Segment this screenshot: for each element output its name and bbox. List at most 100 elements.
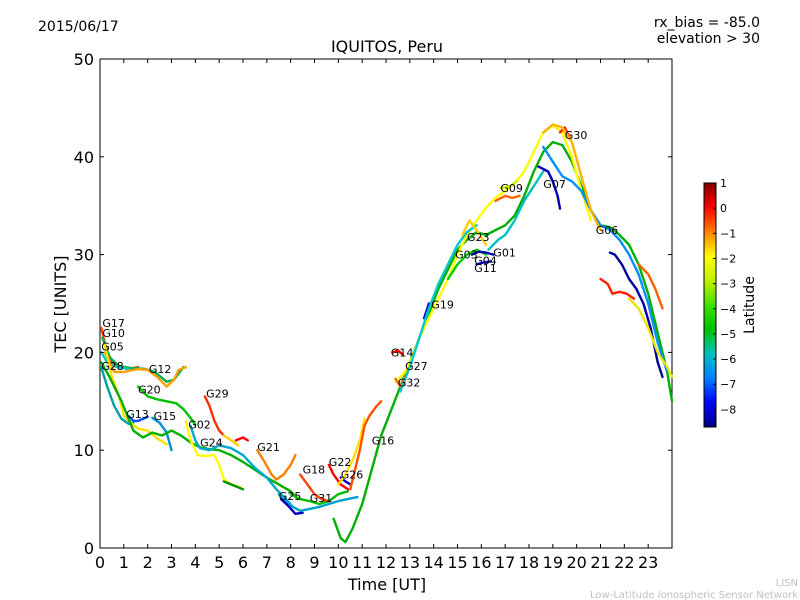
x-tick-label: 1 xyxy=(119,553,129,572)
series-line-g07c xyxy=(542,145,669,374)
footer-network-long: Low-Latitude Ionospheric Sensor Network xyxy=(590,590,798,600)
series-line-g26y xyxy=(337,417,366,486)
series-line-g19c xyxy=(399,224,478,393)
series-line-g07 xyxy=(537,165,562,210)
x-tick-label: 7 xyxy=(262,553,272,572)
prn-label-g18: G18 xyxy=(303,464,326,477)
x-tick-label: 22 xyxy=(614,553,634,572)
series-line-g27 xyxy=(394,124,593,383)
prn-label-g16: G16 xyxy=(372,434,395,447)
series-line-g25b xyxy=(279,497,304,515)
y-tick-label: 0 xyxy=(84,539,94,558)
series-line-g23 xyxy=(461,219,488,247)
x-tick-label: 15 xyxy=(447,553,467,572)
series-line-g24g xyxy=(222,480,245,491)
series-line-g09 xyxy=(494,194,521,203)
footer-network-short: LISN xyxy=(776,578,798,589)
series-line-g11 xyxy=(475,260,493,266)
colorbar-tick-label: −2 xyxy=(720,252,736,265)
y-tick-label: 20 xyxy=(74,343,94,362)
series-line-g01 xyxy=(487,170,545,251)
x-tick-label: 3 xyxy=(166,553,176,572)
prn-label-g09: G09 xyxy=(500,182,523,195)
series-line-g19 xyxy=(422,302,431,320)
x-tick-label: 20 xyxy=(566,553,586,572)
x-axis-label: Time [UT] xyxy=(347,575,426,594)
prn-label-g03: G03 xyxy=(455,249,478,262)
prn-label-g32: G32 xyxy=(398,377,421,390)
colorbar-ticks: 1 0 −1 −2 −3 −4 −5 −6 −7 −8 xyxy=(713,177,736,416)
prn-label-g14: G14 xyxy=(391,346,414,359)
x-tick-label: 13 xyxy=(400,553,420,572)
series-line-g21 xyxy=(256,449,297,481)
prn-label-g01: G01 xyxy=(493,247,516,260)
prn-label-g04: G04 xyxy=(474,254,497,267)
series-line-g31 xyxy=(289,490,350,506)
x-tick-label: 0 xyxy=(95,553,105,572)
x-tick-label: 18 xyxy=(519,553,539,572)
colorbar-tick-label: 0 xyxy=(720,202,727,215)
series-line-g06 xyxy=(608,251,664,379)
x-tick-label: 16 xyxy=(471,553,491,572)
x-tick-label: 9 xyxy=(309,553,319,572)
prn-label-g23: G23 xyxy=(467,231,490,244)
colorbar-tick-label: −8 xyxy=(720,403,736,416)
elevation-label: elevation > 30 xyxy=(657,31,760,47)
prn-label-g20: G20 xyxy=(138,384,161,397)
series-line-g14 xyxy=(392,349,404,356)
prn-label-g25: G25 xyxy=(279,490,302,503)
colorbar-tick-label: 1 xyxy=(720,177,727,190)
x-tick-label: 6 xyxy=(238,553,248,572)
prn-label-g02: G02 xyxy=(188,419,211,432)
series-layer xyxy=(99,123,674,544)
colorbar-tick-label: −4 xyxy=(720,303,736,316)
series-line-g16 xyxy=(349,400,383,491)
y-tick-label: 10 xyxy=(74,441,94,460)
y-tick-label: 40 xyxy=(74,148,94,167)
x-tick-label: 2 xyxy=(143,553,153,572)
colorbar-tick-label: −6 xyxy=(720,353,736,366)
prn-label-g17: G17 xyxy=(102,317,125,330)
prn-label-g28: G28 xyxy=(101,360,124,373)
series-line-g18 xyxy=(299,473,330,503)
y-tick-label: 30 xyxy=(74,246,94,265)
x-tick-label: 14 xyxy=(423,553,443,572)
series-line-g02 xyxy=(189,424,295,509)
prn-label-g29: G29 xyxy=(206,387,229,400)
chart-title: IQUITOS, Peru xyxy=(331,37,443,56)
colorbar: 1 0 −1 −2 −3 −4 −5 −6 −7 −8 Latitude xyxy=(703,177,758,428)
prn-label-g21: G21 xyxy=(257,441,280,454)
prn-label-g11: G11 xyxy=(474,262,497,275)
prn-label-g26: G26 xyxy=(341,469,364,482)
series-line-g15 xyxy=(151,416,173,452)
series-line-g20 xyxy=(136,385,197,426)
x-tick-label: 12 xyxy=(376,553,396,572)
series-line-g22 xyxy=(327,463,350,491)
x-tick-label: 5 xyxy=(214,553,224,572)
x-tick-label: 4 xyxy=(190,553,200,572)
prn-label-g19: G19 xyxy=(431,298,454,311)
prn-label-g22: G22 xyxy=(329,456,352,469)
series-line-g06r xyxy=(599,277,636,300)
prn-label-g31: G31 xyxy=(310,492,333,505)
prn-label-g07: G07 xyxy=(543,178,566,191)
series-line-g29y xyxy=(222,434,240,447)
prn-label-g30: G30 xyxy=(565,129,588,142)
x-tick-label: 8 xyxy=(286,553,296,572)
series-line-g16b xyxy=(332,140,674,544)
prn-label-g12: G12 xyxy=(149,363,172,376)
prn-label-g27: G27 xyxy=(405,360,428,373)
series-line-g06y xyxy=(627,297,674,379)
prn-label-g10: G10 xyxy=(102,327,125,340)
date-label: 2015/06/17 xyxy=(38,19,119,35)
series-line-g13 xyxy=(127,414,149,423)
x-tick-label: 11 xyxy=(352,553,372,572)
y-tick-label: 50 xyxy=(74,50,94,69)
x-tick-label: 21 xyxy=(590,553,610,572)
rx-bias-label: rx_bias = -85.0 xyxy=(654,15,760,31)
x-tick-label: 10 xyxy=(328,553,348,572)
x-tick-label: 23 xyxy=(638,553,658,572)
